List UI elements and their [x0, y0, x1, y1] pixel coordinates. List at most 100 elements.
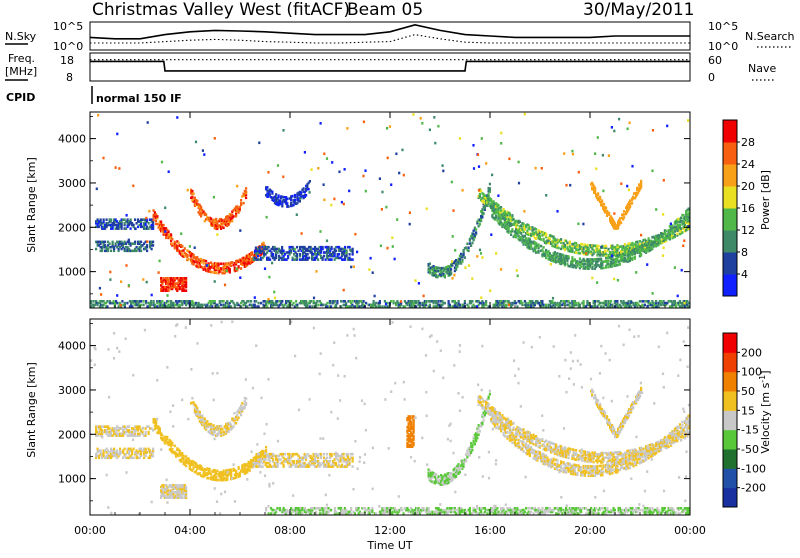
heatmap-cell — [185, 455, 187, 458]
heatmap-cell — [201, 414, 203, 417]
heatmap-cell — [674, 266, 676, 269]
heatmap-cell — [351, 300, 353, 303]
heatmap-cell — [373, 300, 375, 303]
heatmap-cell — [163, 224, 165, 227]
y-tick-label: 4000 — [58, 133, 86, 146]
heatmap-cell — [346, 127, 348, 130]
heatmap-cell — [259, 246, 261, 249]
heatmap-cell — [235, 422, 237, 425]
colorbar-tick-label: 8 — [741, 246, 748, 259]
heatmap-cell — [500, 209, 502, 212]
heatmap-cell — [195, 470, 197, 473]
heatmap-cell — [598, 245, 600, 248]
heatmap-cell — [113, 448, 115, 451]
heatmap-cell — [682, 245, 684, 248]
heatmap-cell — [600, 258, 602, 261]
heatmap-cell — [647, 305, 649, 308]
heatmap-cell — [348, 190, 350, 193]
heatmap-cell — [414, 279, 416, 282]
heatmap-cell — [597, 192, 599, 195]
heatmap-cell — [566, 242, 568, 245]
heatmap-cell — [240, 404, 242, 407]
heatmap-cell — [688, 212, 690, 215]
heatmap-cell — [464, 266, 466, 269]
heatmap-cell — [268, 276, 270, 279]
heatmap-cell — [385, 303, 387, 306]
heatmap-cell — [608, 260, 610, 263]
heatmap-cell — [293, 460, 295, 463]
heatmap-cell — [243, 202, 245, 205]
heatmap-cell — [594, 152, 596, 155]
heatmap-cell — [202, 149, 204, 152]
heatmap-cell — [213, 434, 215, 437]
heatmap-cell — [139, 425, 141, 428]
heatmap-cell — [688, 208, 690, 211]
heatmap-cell — [340, 300, 342, 303]
heatmap-cell — [265, 458, 267, 461]
heatmap-cell — [204, 417, 206, 420]
heatmap-cell — [437, 125, 439, 128]
power-colorbar-label: Power [dB] — [759, 170, 772, 230]
heatmap-cell — [240, 202, 242, 205]
heatmap-cell — [338, 171, 340, 174]
heatmap-cell — [524, 235, 526, 238]
y-tick-label: 3000 — [58, 177, 86, 190]
heatmap-cell — [156, 215, 158, 218]
heatmap-cell — [627, 128, 629, 131]
heatmap-cell — [279, 200, 281, 203]
heatmap-cell — [163, 484, 165, 487]
heatmap-cell — [164, 230, 166, 233]
heatmap-cell — [235, 470, 237, 473]
heatmap-cell — [134, 241, 136, 244]
heatmap-cell — [639, 300, 641, 303]
heatmap-cell — [308, 257, 310, 260]
heatmap-cell — [186, 254, 188, 257]
colorbar-tick-label: 4 — [741, 268, 748, 281]
heatmap-cell — [152, 455, 154, 458]
heatmap-cell — [444, 274, 446, 277]
colorbar-swatch — [723, 208, 737, 231]
heatmap-cell — [265, 449, 267, 452]
heatmap-cell — [257, 255, 259, 258]
heatmap-cell — [531, 248, 533, 251]
heatmap-cell — [161, 300, 163, 303]
heatmap-cell — [128, 239, 130, 242]
heatmap-cell — [475, 231, 477, 234]
heatmap-cell — [571, 256, 573, 259]
heatmap-cell — [688, 302, 690, 305]
heatmap-cell — [196, 407, 198, 410]
heatmap-cell — [214, 300, 216, 303]
heatmap-cell — [320, 122, 322, 125]
heatmap-cell — [229, 268, 231, 271]
heatmap-cell — [251, 251, 253, 254]
heatmap-cell — [575, 302, 577, 305]
heatmap-cell — [504, 210, 506, 213]
heatmap-cell — [491, 174, 493, 177]
heatmap-cell — [676, 233, 678, 236]
heatmap-cell — [519, 221, 521, 224]
heatmap-cell — [185, 289, 187, 292]
power-ylabel: Slant Range [km] — [25, 157, 38, 253]
heatmap-cell — [116, 133, 118, 136]
heatmap-cell — [481, 137, 483, 140]
heatmap-cell — [228, 427, 230, 430]
heatmap-cell — [470, 244, 472, 247]
heatmap-cell — [185, 486, 187, 489]
heatmap-cell — [579, 304, 581, 307]
heatmap-cell — [511, 228, 513, 231]
heatmap-cell — [478, 165, 480, 168]
heatmap-cell — [133, 448, 135, 451]
heatmap-cell — [106, 300, 108, 303]
heatmap-cell — [239, 276, 241, 279]
heatmap-cell — [151, 248, 153, 251]
nave-label: Nave — [748, 62, 776, 75]
heatmap-cell — [433, 116, 435, 119]
heatmap-cell — [674, 300, 676, 303]
freq-strip-frame — [90, 53, 690, 81]
heatmap-cell — [608, 212, 610, 215]
heatmap-cell — [591, 277, 593, 280]
heatmap-cell — [426, 208, 428, 211]
heatmap-cell — [294, 199, 296, 202]
heatmap-cell — [183, 455, 185, 458]
heatmap-cell — [356, 251, 358, 254]
